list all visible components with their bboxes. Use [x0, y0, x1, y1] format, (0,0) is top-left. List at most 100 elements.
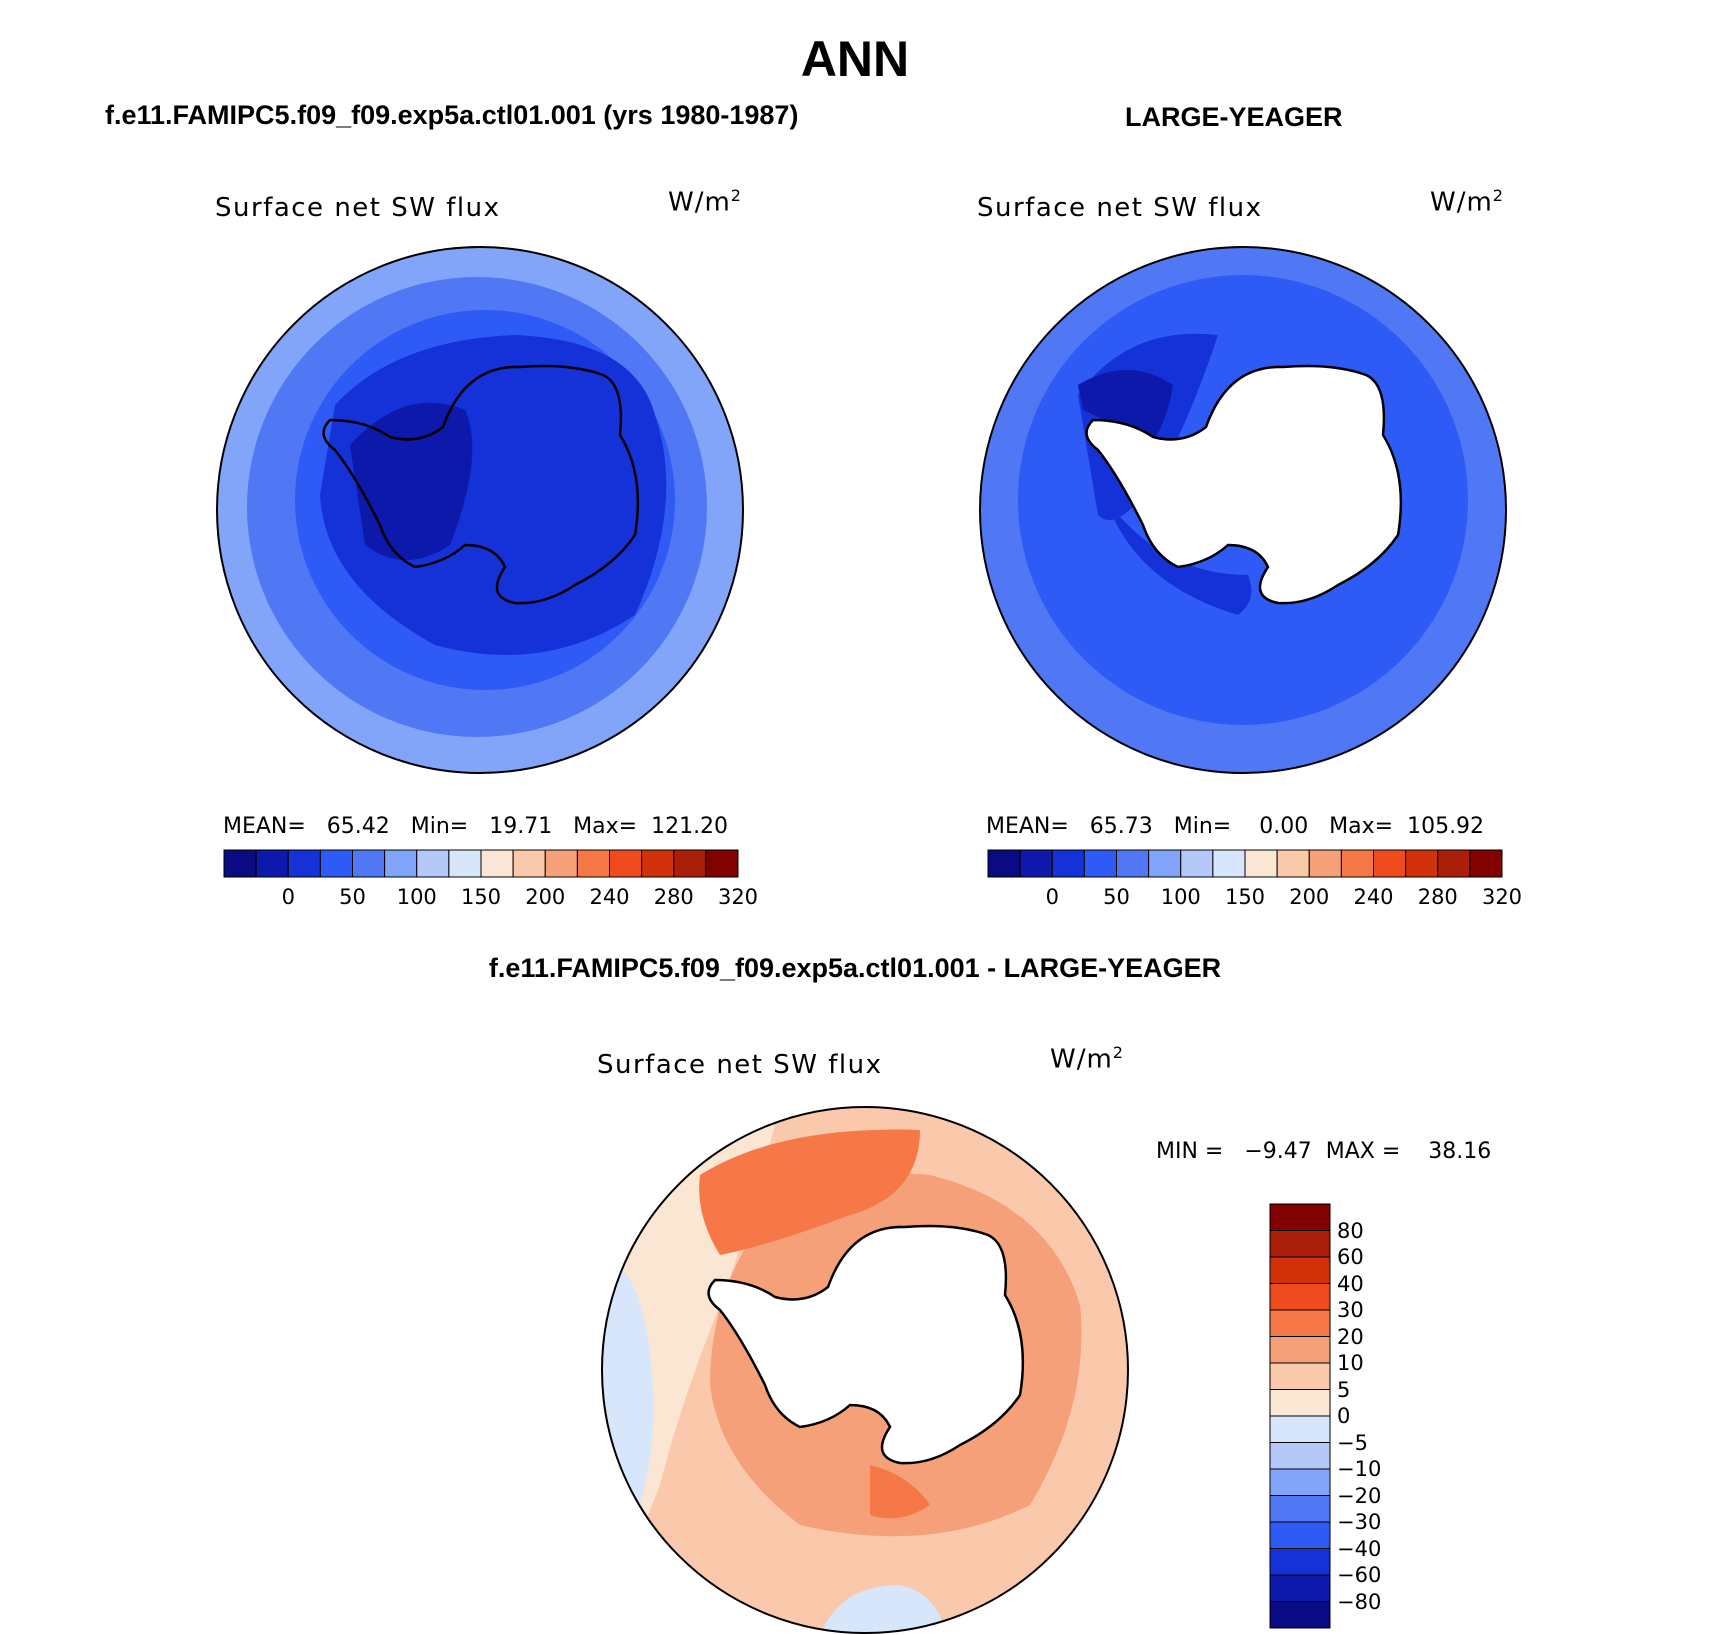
- colorbar-tick-label: 80: [1337, 1218, 1364, 1243]
- colorbar-tick-label: 280: [1417, 885, 1458, 909]
- colorbar-swatch: [255, 849, 289, 878]
- colorbar-swatch: [1269, 1415, 1331, 1443]
- colorbar-swatch: [480, 849, 514, 878]
- colorbar-tick-label: 240: [589, 885, 630, 909]
- colorbar-swatch: [1212, 849, 1246, 878]
- panel3-title: f.e11.FAMIPC5.f09_f09.exp5a.ctl01.001 - …: [488, 953, 1222, 983]
- colorbar-swatch: [512, 849, 546, 878]
- colorbar-swatch: [287, 849, 321, 878]
- colorbar-tick-label: 0: [1045, 885, 1059, 909]
- colorbar-tick-label: 100: [396, 885, 437, 909]
- colorbar-swatch: [1269, 1230, 1331, 1258]
- colorbar-tick-label: 10: [1337, 1351, 1364, 1375]
- panel1-colorbar-labels: 0 50 100 150 200 240 280 320: [224, 885, 758, 915]
- colorbar-swatch: [1269, 1521, 1331, 1549]
- colorbar-swatch: [1269, 1389, 1331, 1417]
- colorbar-swatch: [1469, 849, 1503, 878]
- map3-no-data-region: [708, 1226, 1023, 1464]
- colorbar-tick-label: 50: [1103, 885, 1130, 909]
- panel2-variable-label: Surface net SW flux: [977, 193, 1263, 223]
- colorbar-swatch: [1405, 849, 1439, 878]
- colorbar-tick-label: 320: [717, 885, 759, 909]
- panel3-variable-label: Surface net SW flux: [597, 1050, 883, 1080]
- map1-band-5: [350, 402, 473, 560]
- map3-band-high: [699, 1129, 920, 1255]
- colorbar-swatch: [1180, 849, 1214, 878]
- panel3-stats: MIN = −9.47 MAX = 38.16: [1156, 1139, 1492, 1164]
- colorbar-swatch: [1019, 849, 1053, 878]
- map-panel3-difference: [601, 1106, 1129, 1634]
- panel1-colorbar: [223, 849, 739, 878]
- panel1-stats: MEAN= 65.42 Min= 19.71 Max= 121.20: [223, 814, 729, 839]
- colorbar-tick-label: 0: [281, 885, 295, 909]
- colorbar-tick-label: −40: [1337, 1536, 1382, 1561]
- panel1-units-label: W/m2: [668, 186, 742, 218]
- map2-band-5: [1108, 505, 1252, 615]
- colorbar-tick-label: 60: [1337, 1245, 1364, 1269]
- map3-antarctica-coastline: [707, 1224, 1025, 1465]
- colorbar-swatch: [319, 849, 353, 878]
- map2-outline: [979, 246, 1507, 774]
- map3-band-high-south: [870, 1465, 930, 1519]
- colorbar-swatch: [1244, 849, 1278, 878]
- map2-band-4: [1078, 370, 1173, 450]
- panel1-title: f.e11.FAMIPC5.f09_f09.exp5a.ctl01.001 (y…: [105, 100, 799, 130]
- colorbar-swatch: [1269, 1574, 1331, 1602]
- colorbar-swatch: [1340, 849, 1374, 878]
- main-title: ANN: [800, 31, 910, 87]
- panel3-colorbar-labels: 80 60 40 30 20 10 5 0 −5 −10 −20 −30 −40 −60 −80: [1337, 1204, 1407, 1628]
- colorbar-tick-label: 50: [339, 885, 366, 909]
- map3-band-negative-south: [820, 1585, 945, 1633]
- panel2-title: LARGE-YEAGER: [1125, 102, 1343, 132]
- colorbar-swatch: [1373, 849, 1407, 878]
- colorbar-swatch: [641, 849, 675, 878]
- colorbar-tick-label: 30: [1337, 1298, 1364, 1322]
- panel3-units-label: W/m2: [1050, 1043, 1124, 1075]
- colorbar-tick-label: 200: [1289, 885, 1330, 909]
- panel2-colorbar-labels: 0 50 100 150 200 240 280 320: [988, 885, 1522, 915]
- panel2-stats: MEAN= 65.73 Min= 0.00 Max= 105.92: [986, 814, 1485, 839]
- colorbar-swatch: [1148, 849, 1182, 878]
- colorbar-tick-label: −30: [1337, 1510, 1382, 1534]
- map-panel2-observations: [979, 246, 1507, 774]
- colorbar-tick-label: 20: [1337, 1324, 1364, 1349]
- colorbar-tick-label: 320: [1481, 885, 1523, 909]
- colorbar-tick-label: −60: [1337, 1563, 1382, 1587]
- colorbar-swatch: [352, 849, 386, 878]
- panel3-colorbar: [1269, 1203, 1331, 1629]
- colorbar-tick-label: 0: [1337, 1404, 1351, 1428]
- map1-antarctica-coastline: [322, 364, 640, 605]
- colorbar-swatch: [1269, 1336, 1331, 1364]
- colorbar-swatch: [1308, 849, 1342, 878]
- colorbar-tick-label: 200: [525, 885, 566, 909]
- colorbar-tick-label: −10: [1337, 1457, 1382, 1481]
- colorbar-swatch: [1276, 849, 1310, 878]
- colorbar-swatch: [1269, 1468, 1331, 1496]
- colorbar-swatch: [1269, 1256, 1331, 1284]
- colorbar-swatch: [673, 849, 707, 878]
- panel2-units-label: W/m2: [1430, 186, 1504, 218]
- colorbar-tick-label: 5: [1337, 1377, 1351, 1402]
- colorbar-swatch: [609, 849, 643, 878]
- map2-antarctica-coastline: [1085, 364, 1403, 605]
- colorbar-swatch: [1437, 849, 1471, 878]
- colorbar-swatch: [576, 849, 610, 878]
- colorbar-swatch: [223, 849, 257, 878]
- colorbar-tick-label: 150: [460, 885, 502, 909]
- colorbar-swatch: [448, 849, 482, 878]
- colorbar-swatch: [705, 849, 739, 878]
- panel1-variable-label: Surface net SW flux: [215, 193, 501, 223]
- colorbar-swatch: [1269, 1309, 1331, 1337]
- colorbar-tick-label: −20: [1337, 1483, 1382, 1508]
- colorbar-swatch: [384, 849, 418, 878]
- colorbar-swatch: [1051, 849, 1085, 878]
- colorbar-swatch: [416, 849, 450, 878]
- colorbar-swatch: [1269, 1548, 1331, 1576]
- colorbar-swatch: [1269, 1601, 1331, 1629]
- colorbar-tick-label: 100: [1160, 885, 1201, 909]
- panel2-colorbar: [987, 849, 1503, 878]
- colorbar-tick-label: −5: [1337, 1430, 1368, 1455]
- colorbar-swatch: [987, 849, 1021, 878]
- colorbar-tick-label: 40: [1337, 1271, 1364, 1296]
- colorbar-swatch: [1083, 849, 1117, 878]
